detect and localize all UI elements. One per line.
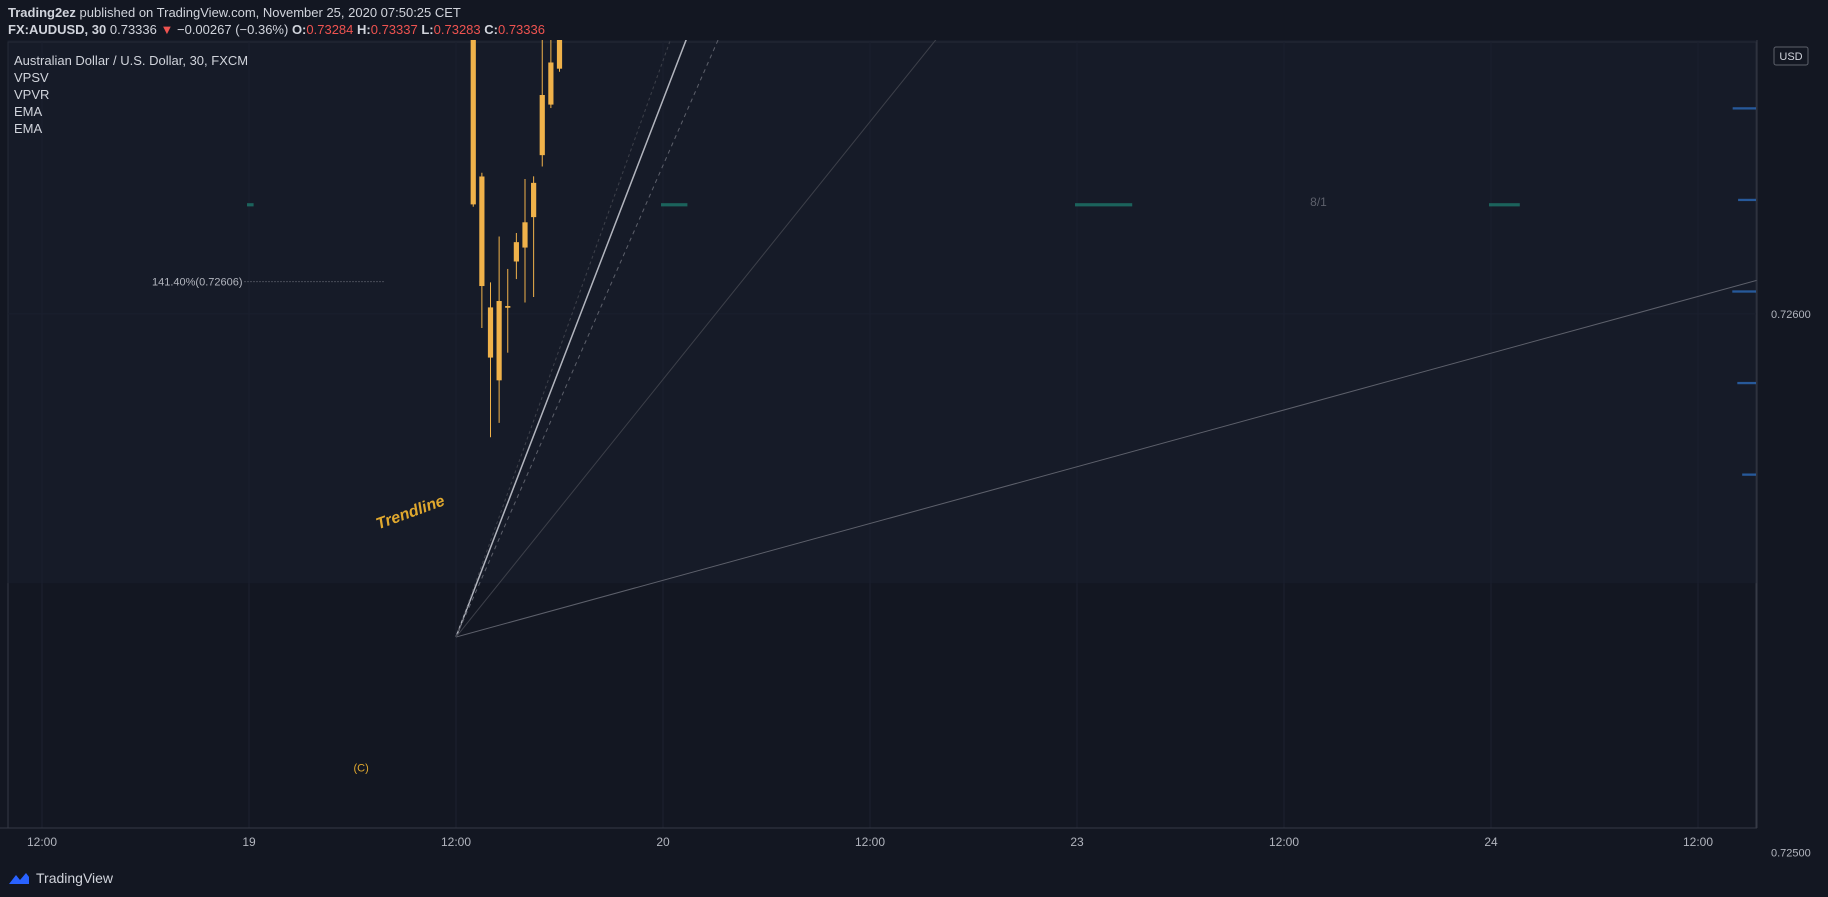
chart-canvas[interactable]: 0.786(0.73632)0.618(0.73549)0.618(0.7334… (0, 40, 1828, 862)
low-label: L: (421, 22, 434, 37)
session-bg-4 (870, 40, 1077, 584)
session-bg-3 (663, 40, 870, 584)
legend-title[interactable]: Australian Dollar / U.S. Dollar, 30, FXC… (14, 53, 249, 68)
symbol: FX:AUDUSD, 30 (8, 22, 107, 37)
x-tick-label-8: 12:00 (1683, 835, 1713, 849)
session-bg-6 (1284, 40, 1491, 584)
session-profile-0 (247, 203, 254, 207)
vpvr-histogram (1732, 107, 1756, 476)
legend-indicator-ema-2[interactable]: EMA (14, 121, 43, 136)
currency-label: USD (1779, 51, 1802, 63)
tradingview-brand[interactable]: TradingView (8, 870, 113, 886)
legend-indicator-ema-1[interactable]: EMA (14, 104, 43, 119)
session-profile-3 (1489, 203, 1520, 207)
published-text: published on TradingView.com, November 2… (79, 5, 461, 20)
session-bg-7 (1491, 40, 1698, 584)
ohlc-line: FX:AUDUSD, 30 0.73336 ▼ −0.00267 (−0.36%… (8, 22, 545, 37)
publish-header: Trading2ez published on TradingView.com,… (0, 0, 1828, 40)
x-tick-label-1: 19 (242, 835, 256, 849)
last-price: 0.73336 (109, 22, 157, 37)
session-bg-2 (456, 40, 663, 584)
gann-fan-2-1 (455, 40, 937, 638)
open-label: O: (291, 22, 307, 37)
x-tick-label-4: 12:00 (855, 835, 885, 849)
high-label: H: (357, 22, 371, 37)
candles (470, 40, 563, 438)
close-label: C: (484, 22, 498, 37)
x-tick-label-6: 12:00 (1269, 835, 1299, 849)
legend-indicator-vpvr[interactable]: VPVR (14, 87, 50, 102)
close-value: 0.73336 (497, 22, 545, 37)
time-axis-bg (0, 828, 1757, 862)
session-bg-5 (1077, 40, 1284, 584)
price-change: −0.00267 (−0.36%) (177, 22, 289, 37)
low-value: 0.73283 (433, 22, 481, 37)
legend-indicator-vpsv[interactable]: VPSV (14, 70, 49, 85)
x-tick-label-5: 23 (1070, 835, 1084, 849)
change-down-icon: ▼ (160, 22, 174, 37)
footer: TradingView (0, 862, 1828, 897)
x-tick-label-3: 20 (656, 835, 670, 849)
y-tick-label-13: 0.72500 (1771, 848, 1811, 860)
price-axis-bg (1757, 40, 1828, 862)
currency-badge (1773, 46, 1809, 66)
session-bg-0 (7, 40, 249, 584)
author-name[interactable]: Trading2ez (8, 5, 76, 20)
extension-label-2: 141.40%(0.72606) (152, 277, 243, 289)
x-tick-label-7: 24 (1484, 835, 1498, 849)
wave-label-1: (C) (353, 763, 368, 775)
session-profile-2 (1075, 203, 1133, 207)
gann-fan-8-1 (455, 260, 1828, 638)
open-value: 0.73284 (306, 22, 354, 37)
publish-line: Trading2ez published on TradingView.com,… (8, 5, 461, 20)
gann-label-2: 8/1 (1310, 195, 1327, 209)
chart-legend: Australian Dollar / U.S. Dollar, 30, FXC… (14, 52, 248, 137)
x-tick-label-0: 12:00 (27, 835, 57, 849)
tradingview-logo-icon (9, 873, 29, 884)
session-bg-1 (249, 40, 456, 584)
brand-text: TradingView (36, 870, 114, 886)
high-value: 0.73337 (370, 22, 418, 37)
y-tick-label-12: 0.72600 (1771, 309, 1811, 321)
x-tick-label-2: 12:00 (441, 835, 471, 849)
session-profile-1 (661, 203, 688, 207)
